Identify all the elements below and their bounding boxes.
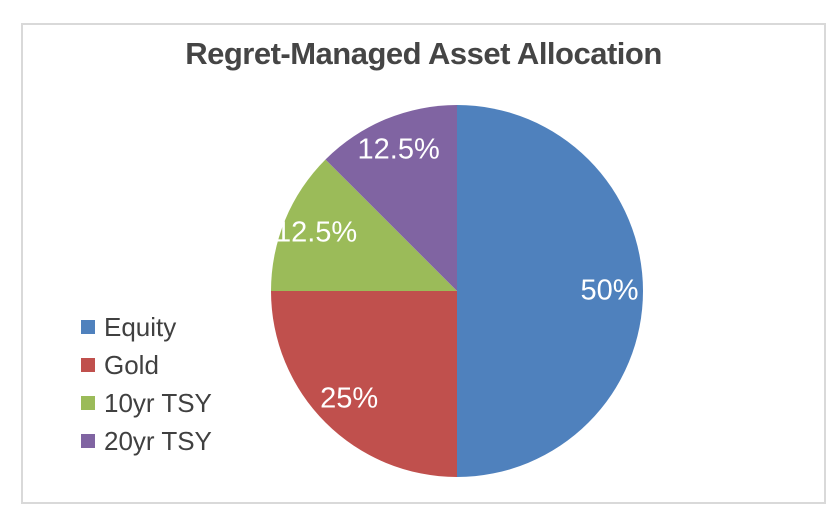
legend-label: 20yr TSY (104, 425, 212, 456)
pie-slice-10yr-tsy (271, 159, 457, 291)
legend-label: 10yr TSY (104, 387, 212, 418)
legend-item-gold: Gold (81, 346, 212, 384)
legend-swatch-icon (81, 434, 95, 448)
pie-slice-gold (271, 291, 457, 477)
legend-swatch-icon (81, 358, 95, 372)
legend-swatch-icon (81, 320, 95, 334)
chart-legend: Equity Gold 10yr TSY 20yr TSY (81, 308, 212, 460)
pie-label-20yr-tsy: 12.5% (357, 133, 440, 166)
legend-label: Equity (104, 311, 177, 342)
legend-label: Gold (104, 349, 159, 380)
legend-item-10yr-tsy: 10yr TSY (81, 384, 212, 422)
legend-swatch-icon (81, 396, 95, 410)
pie-slice-equity (457, 105, 643, 477)
pie-label-10yr-tsy: 12.5% (274, 216, 358, 249)
chart-title: Regret-Managed Asset Allocation (185, 36, 662, 71)
pie-slice-20yr-tsy (325, 105, 457, 291)
pie-chart (271, 105, 643, 477)
legend-item-equity: Equity (81, 308, 212, 346)
pie-label-gold: 25% (320, 382, 379, 415)
pie-label-equity: 50% (580, 274, 639, 307)
legend-item-20yr-tsy: 20yr TSY (81, 422, 212, 460)
